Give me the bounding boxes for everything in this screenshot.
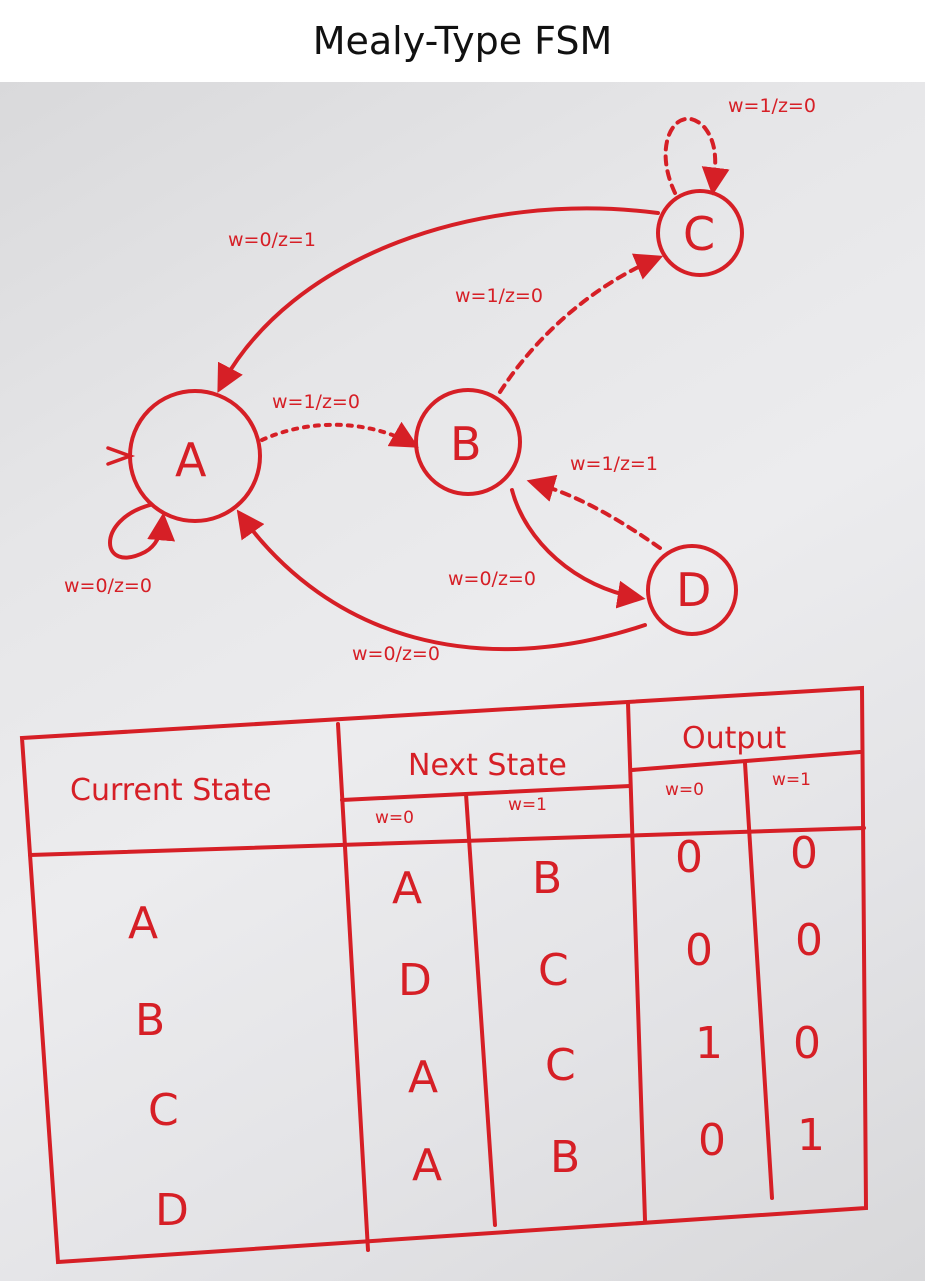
edge-b-to-c [498, 253, 664, 394]
page-title: Mealy-Type FSM [0, 0, 925, 82]
row-1-out-w1: 0 [790, 828, 818, 879]
table-col-divider-3 [626, 701, 647, 1222]
table-outer-border [19, 685, 869, 1265]
state-d-label: D [676, 563, 711, 617]
table-header-divider [28, 826, 866, 857]
row-2-out-w0: 0 [685, 925, 713, 976]
header-current-state: Current State [70, 773, 272, 808]
row-1-current: A [128, 898, 158, 949]
label-b-to-d: w=0/z=0 [448, 568, 536, 590]
label-a-self: w=0/z=0 [64, 575, 152, 597]
subheader-next-w1: w=1 [508, 795, 547, 815]
label-d-to-b: w=1/z=1 [570, 453, 658, 475]
subheader-out-w0: w=0 [665, 780, 704, 800]
edge-d-to-b [526, 474, 662, 550]
header-output: Output [682, 721, 786, 756]
row-2-out-w1: 0 [795, 915, 823, 966]
table-col-divider-1 [336, 722, 370, 1252]
state-a-label: A [175, 433, 207, 487]
row-4-current: D [155, 1185, 189, 1236]
label-b-to-c: w=1/z=0 [455, 285, 543, 307]
row-4-next-w1: B [550, 1132, 580, 1183]
label-a-to-b: w=1/z=0 [272, 391, 360, 413]
header-next-state: Next State [408, 748, 567, 783]
edge-a-self [108, 503, 176, 560]
edge-d-to-a [236, 509, 647, 652]
label-c-to-a: w=0/z=1 [228, 229, 316, 251]
edge-a-to-b [260, 421, 419, 448]
row-3-next-w1: C [545, 1040, 576, 1091]
table-col-divider-2 [464, 792, 497, 1227]
row-3-current: C [148, 1085, 179, 1136]
row-3-next-w0: A [408, 1052, 438, 1103]
subheader-out-w1: w=1 [772, 770, 811, 790]
state-c-circle [656, 189, 744, 277]
state-d-circle [646, 544, 738, 636]
row-3-out-w1: 0 [793, 1018, 821, 1069]
row-4-next-w0: A [412, 1140, 442, 1191]
label-d-to-a: w=0/z=0 [352, 643, 440, 665]
edge-c-to-a [217, 206, 660, 393]
row-3-out-w0: 1 [695, 1018, 723, 1069]
row-4-out-w0: 0 [698, 1115, 726, 1166]
subheader-next-w0: w=0 [375, 808, 414, 828]
state-c-label: C [683, 207, 715, 261]
start-arrow [106, 446, 136, 466]
table-subheader-divider-right [630, 750, 862, 772]
row-1-next-w1: B [532, 853, 562, 904]
row-2-next-w0: D [398, 955, 432, 1006]
whiteboard [0, 82, 925, 1281]
row-2-current: B [135, 995, 165, 1046]
state-b-label: B [450, 417, 482, 471]
edge-c-self [663, 116, 730, 196]
row-1-next-w0: A [392, 863, 422, 914]
row-1-out-w0: 0 [675, 832, 703, 883]
table-col-divider-4 [743, 761, 774, 1200]
table-subheader-divider-left [340, 784, 632, 802]
label-c-self: w=1/z=0 [728, 95, 816, 117]
row-2-next-w1: C [538, 945, 569, 996]
row-4-out-w1: 1 [797, 1110, 825, 1161]
edge-b-to-d [510, 488, 646, 609]
